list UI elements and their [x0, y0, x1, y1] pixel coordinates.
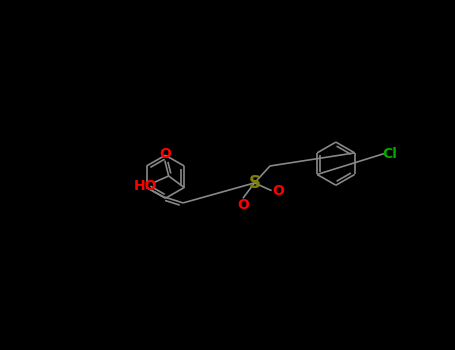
Text: O: O: [273, 184, 284, 198]
Text: HO: HO: [134, 179, 157, 193]
Text: O: O: [237, 198, 249, 212]
Text: O: O: [159, 147, 171, 161]
Text: Cl: Cl: [383, 147, 398, 161]
Text: S: S: [248, 174, 261, 192]
